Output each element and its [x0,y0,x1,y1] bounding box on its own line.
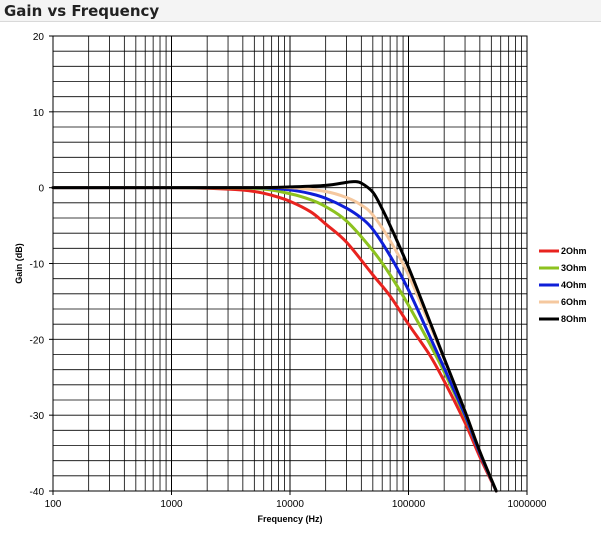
plot-grid [52,35,528,492]
series-lines [51,180,498,493]
x-axis-ticks: 100 1000 10000 100000 1000000 [45,491,547,510]
x-tick-label: 1000000 [508,499,547,510]
y-axis-ticks: 20 10 0 -10 -20 -30 -40 [30,32,53,498]
page-title: Gain vs Frequency [4,2,160,20]
legend-label-6ohm: 6Ohm [561,297,587,307]
legend-label-8ohm: 8Ohm [561,314,587,324]
x-tick-label: 100 [45,499,62,510]
series-line-8ohm [51,180,498,493]
legend-label-4ohm: 4Ohm [561,280,587,290]
x-tick-label: 100000 [392,499,426,510]
x-tick-label: 10000 [276,499,304,510]
y-tick-label: -30 [30,411,45,422]
title-bar: Gain vs Frequency [0,0,601,22]
y-tick-label: 10 [33,108,45,119]
y-tick-label: -40 [30,487,45,498]
legend-label-3ohm: 3Ohm [561,263,587,273]
legend-label-2ohm: 2Ohm [561,246,587,256]
y-axis-label: Gain (dB) [14,243,24,284]
x-tick-label: 1000 [160,499,183,510]
series-line-2ohm [51,186,498,493]
legend: 2Ohm 3Ohm 4Ohm 6Ohm 8Ohm [539,246,587,324]
y-tick-label: -20 [30,335,45,346]
y-tick-label: 0 [38,184,44,195]
y-tick-label: 20 [33,32,45,43]
y-tick-label: -10 [30,260,45,271]
x-axis-label: Frequency (Hz) [257,514,322,524]
chart-area: 20 10 0 -10 -20 -30 -40 100 1000 10000 100000 1000… [0,22,601,548]
